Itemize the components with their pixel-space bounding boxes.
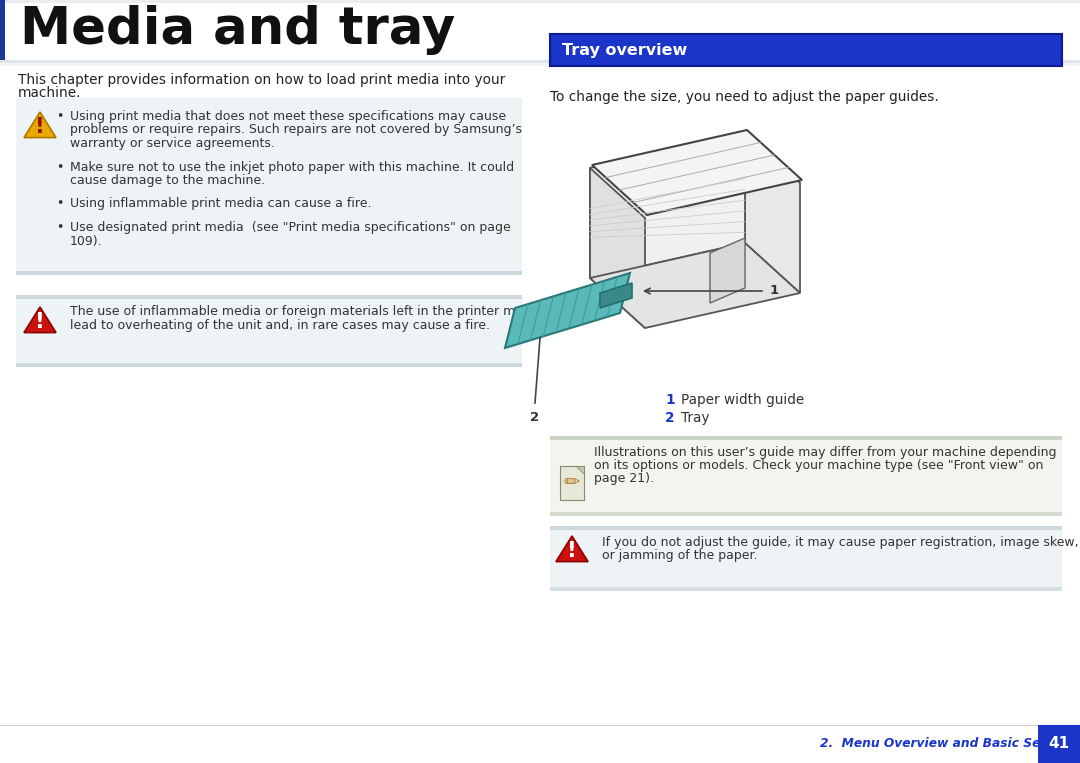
FancyBboxPatch shape — [16, 295, 522, 299]
Polygon shape — [592, 130, 802, 215]
FancyBboxPatch shape — [550, 526, 1062, 530]
Text: Using inflammable print media can cause a fire.: Using inflammable print media can cause … — [70, 198, 372, 211]
FancyBboxPatch shape — [16, 295, 522, 367]
FancyBboxPatch shape — [16, 363, 522, 367]
FancyBboxPatch shape — [0, 60, 1080, 63]
Text: To change the size, you need to adjust the paper guides.: To change the size, you need to adjust t… — [550, 90, 939, 104]
Text: If you do not adjust the guide, it may cause paper registration, image skew,: If you do not adjust the guide, it may c… — [602, 536, 1079, 549]
Text: •: • — [56, 160, 64, 173]
Text: page 21).: page 21). — [594, 472, 654, 485]
Text: •: • — [56, 110, 64, 123]
Text: 2: 2 — [665, 411, 675, 425]
Polygon shape — [590, 168, 645, 328]
Text: Make sure not to use the inkjet photo paper with this machine. It could: Make sure not to use the inkjet photo pa… — [70, 160, 514, 173]
Text: 2: 2 — [530, 411, 540, 424]
FancyBboxPatch shape — [0, 63, 1080, 66]
Text: ✏: ✏ — [564, 474, 580, 492]
Polygon shape — [24, 307, 56, 333]
Text: problems or require repairs. Such repairs are not covered by Samsung’s: problems or require repairs. Such repair… — [70, 124, 522, 137]
Text: Media and tray: Media and tray — [21, 5, 456, 55]
Text: This chapter provides information on how to load print media into your: This chapter provides information on how… — [18, 73, 505, 87]
Text: The use of inflammable media or foreign materials left in the printer may: The use of inflammable media or foreign … — [70, 305, 530, 318]
Text: 1: 1 — [665, 393, 675, 407]
Polygon shape — [24, 112, 56, 137]
Text: !: ! — [36, 118, 45, 137]
FancyBboxPatch shape — [550, 526, 1062, 591]
FancyBboxPatch shape — [550, 587, 1062, 591]
Text: on its options or models. Check your machine type (see "Front view" on: on its options or models. Check your mac… — [594, 459, 1043, 472]
FancyBboxPatch shape — [0, 0, 1080, 60]
FancyBboxPatch shape — [16, 271, 522, 275]
Polygon shape — [505, 273, 630, 348]
FancyBboxPatch shape — [16, 98, 522, 102]
FancyBboxPatch shape — [550, 436, 1062, 516]
Text: 41: 41 — [1049, 736, 1069, 752]
Text: !: ! — [567, 542, 577, 562]
Polygon shape — [600, 283, 632, 308]
Text: !: ! — [36, 312, 45, 333]
Polygon shape — [590, 133, 800, 218]
Polygon shape — [576, 466, 584, 474]
Text: or jamming of the paper.: or jamming of the paper. — [602, 549, 757, 562]
Text: Use designated print media  (see "Print media specifications" on page: Use designated print media (see "Print m… — [70, 221, 511, 234]
Text: lead to overheating of the unit and, in rare cases may cause a fire.: lead to overheating of the unit and, in … — [70, 318, 490, 331]
Text: •: • — [56, 221, 64, 234]
Text: Tray overview: Tray overview — [562, 43, 687, 57]
Polygon shape — [745, 133, 800, 293]
Text: Tray: Tray — [681, 411, 710, 425]
Polygon shape — [710, 238, 745, 303]
Text: Using print media that does not meet these specifications may cause: Using print media that does not meet the… — [70, 110, 507, 123]
Polygon shape — [590, 243, 800, 328]
Text: cause damage to the machine.: cause damage to the machine. — [70, 174, 265, 187]
Text: machine.: machine. — [18, 86, 81, 100]
Text: Illustrations on this user’s guide may differ from your machine depending: Illustrations on this user’s guide may d… — [594, 446, 1056, 459]
Polygon shape — [556, 536, 588, 562]
FancyBboxPatch shape — [550, 512, 1062, 516]
FancyBboxPatch shape — [1038, 725, 1080, 763]
FancyBboxPatch shape — [0, 0, 5, 60]
Text: 2.  Menu Overview and Basic Setup: 2. Menu Overview and Basic Setup — [820, 738, 1064, 751]
Polygon shape — [590, 133, 745, 278]
FancyBboxPatch shape — [561, 466, 584, 500]
Text: 109).: 109). — [70, 234, 103, 247]
Text: •: • — [56, 198, 64, 211]
FancyBboxPatch shape — [16, 98, 522, 275]
Text: 1: 1 — [770, 285, 779, 298]
FancyBboxPatch shape — [550, 34, 1062, 66]
FancyBboxPatch shape — [0, 725, 1080, 763]
FancyBboxPatch shape — [550, 436, 1062, 440]
FancyBboxPatch shape — [0, 0, 1080, 3]
Text: Paper width guide: Paper width guide — [681, 393, 805, 407]
Text: warranty or service agreements.: warranty or service agreements. — [70, 137, 275, 150]
